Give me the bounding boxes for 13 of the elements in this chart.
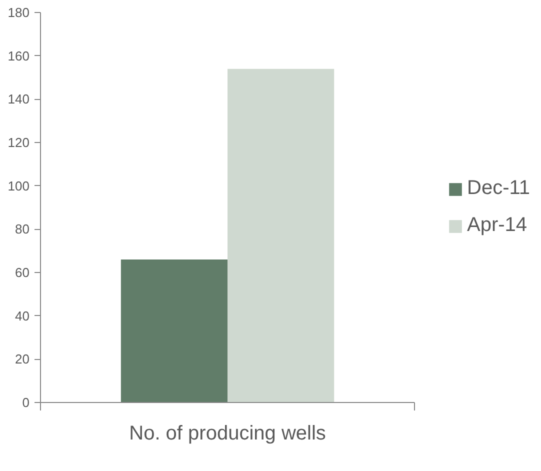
y-tick-label: 120	[8, 135, 30, 150]
y-tick-label: 80	[15, 222, 30, 237]
legend-label: Dec-11	[467, 177, 530, 200]
y-tick-label: 40	[15, 308, 30, 324]
y-tick-label: 140	[8, 92, 30, 107]
y-tick-label: 100	[8, 178, 30, 194]
y-tick-label: 180	[8, 5, 30, 20]
y-tick-label: 60	[15, 265, 30, 280]
x-tick-label: No. of producing wells	[129, 422, 326, 444]
y-tick-label: 20	[15, 352, 30, 367]
y-tick-label: 0	[22, 395, 30, 410]
y-tick-label: 160	[8, 48, 30, 64]
legend-label: Apr-14	[467, 214, 528, 237]
